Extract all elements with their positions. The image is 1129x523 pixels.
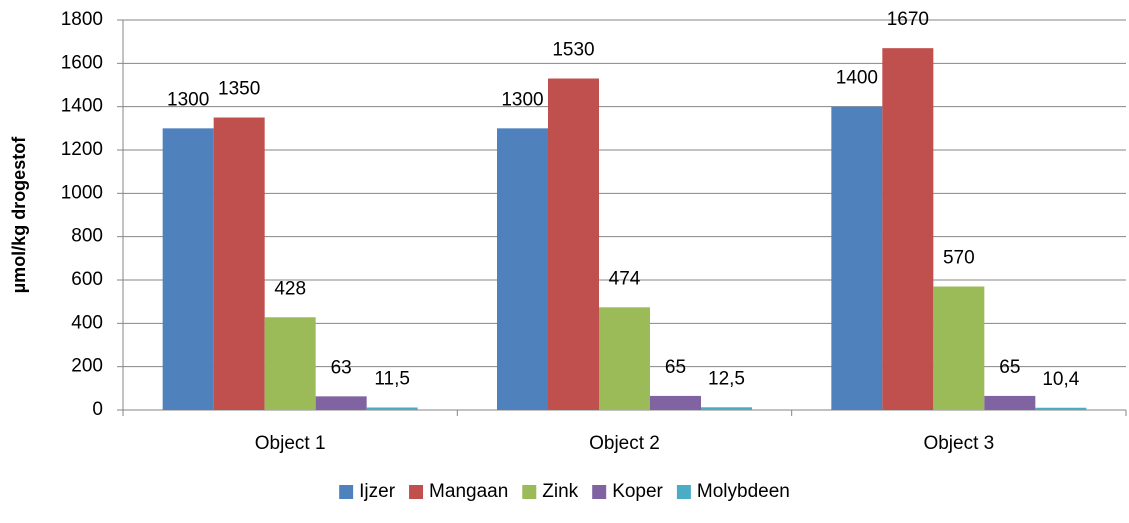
x-tick-label: Object 2	[589, 433, 660, 454]
bar	[162, 128, 214, 411]
bar	[315, 396, 367, 410]
y-tick-label: 1400	[61, 96, 103, 117]
bar	[497, 128, 548, 411]
data-label: 10,4	[1042, 369, 1079, 390]
y-tick-label: 0	[92, 399, 103, 420]
y-tick-label: 200	[71, 356, 103, 377]
data-label: 63	[331, 357, 352, 378]
x-tick-label: Object 1	[255, 433, 326, 454]
legend-label: Koper	[612, 481, 663, 502]
y-tick-label: 1000	[61, 182, 103, 203]
bar	[882, 48, 934, 411]
bar	[1035, 407, 1087, 410]
data-label: 1400	[836, 68, 878, 89]
bar	[599, 307, 650, 410]
legend-label: Ijzer	[359, 481, 396, 502]
x-tick-label: Object 3	[923, 433, 994, 454]
data-label: 65	[665, 357, 686, 378]
bar	[831, 106, 883, 411]
data-label: 1300	[167, 89, 209, 110]
y-tick-label: 600	[71, 269, 103, 290]
legend-swatch	[592, 485, 607, 499]
legend-label: Mangaan	[429, 481, 508, 502]
data-label: 1350	[218, 79, 260, 100]
legend-swatch	[339, 485, 354, 499]
data-label: 474	[609, 268, 641, 289]
legend-label: Molybdeen	[697, 481, 790, 502]
data-label: 11,5	[374, 369, 410, 390]
y-tick-label: 1600	[61, 52, 103, 73]
y-axis-title: µmol/kg drogestof	[9, 136, 29, 293]
data-label: 12,5	[708, 368, 745, 389]
data-label: 428	[274, 278, 306, 299]
data-label: 1300	[501, 89, 543, 110]
bar	[650, 395, 701, 410]
bar	[213, 117, 265, 410]
data-label: 1670	[887, 9, 929, 30]
legend-swatch	[676, 485, 691, 499]
data-label: 1530	[552, 40, 594, 61]
bar	[701, 407, 752, 410]
legend-label: Zink	[542, 481, 578, 502]
bar	[548, 78, 599, 410]
y-tick-label: 400	[71, 312, 103, 333]
bar	[933, 286, 985, 410]
bar	[984, 395, 1036, 410]
y-tick-label: 1800	[61, 9, 103, 30]
bar	[264, 317, 316, 410]
y-tick-label: 1200	[61, 139, 103, 160]
legend-swatch	[409, 485, 424, 499]
legend-swatch	[522, 485, 537, 499]
data-label: 570	[943, 248, 975, 269]
data-label: 65	[999, 357, 1020, 378]
bar	[366, 407, 418, 410]
y-tick-label: 800	[71, 226, 103, 247]
